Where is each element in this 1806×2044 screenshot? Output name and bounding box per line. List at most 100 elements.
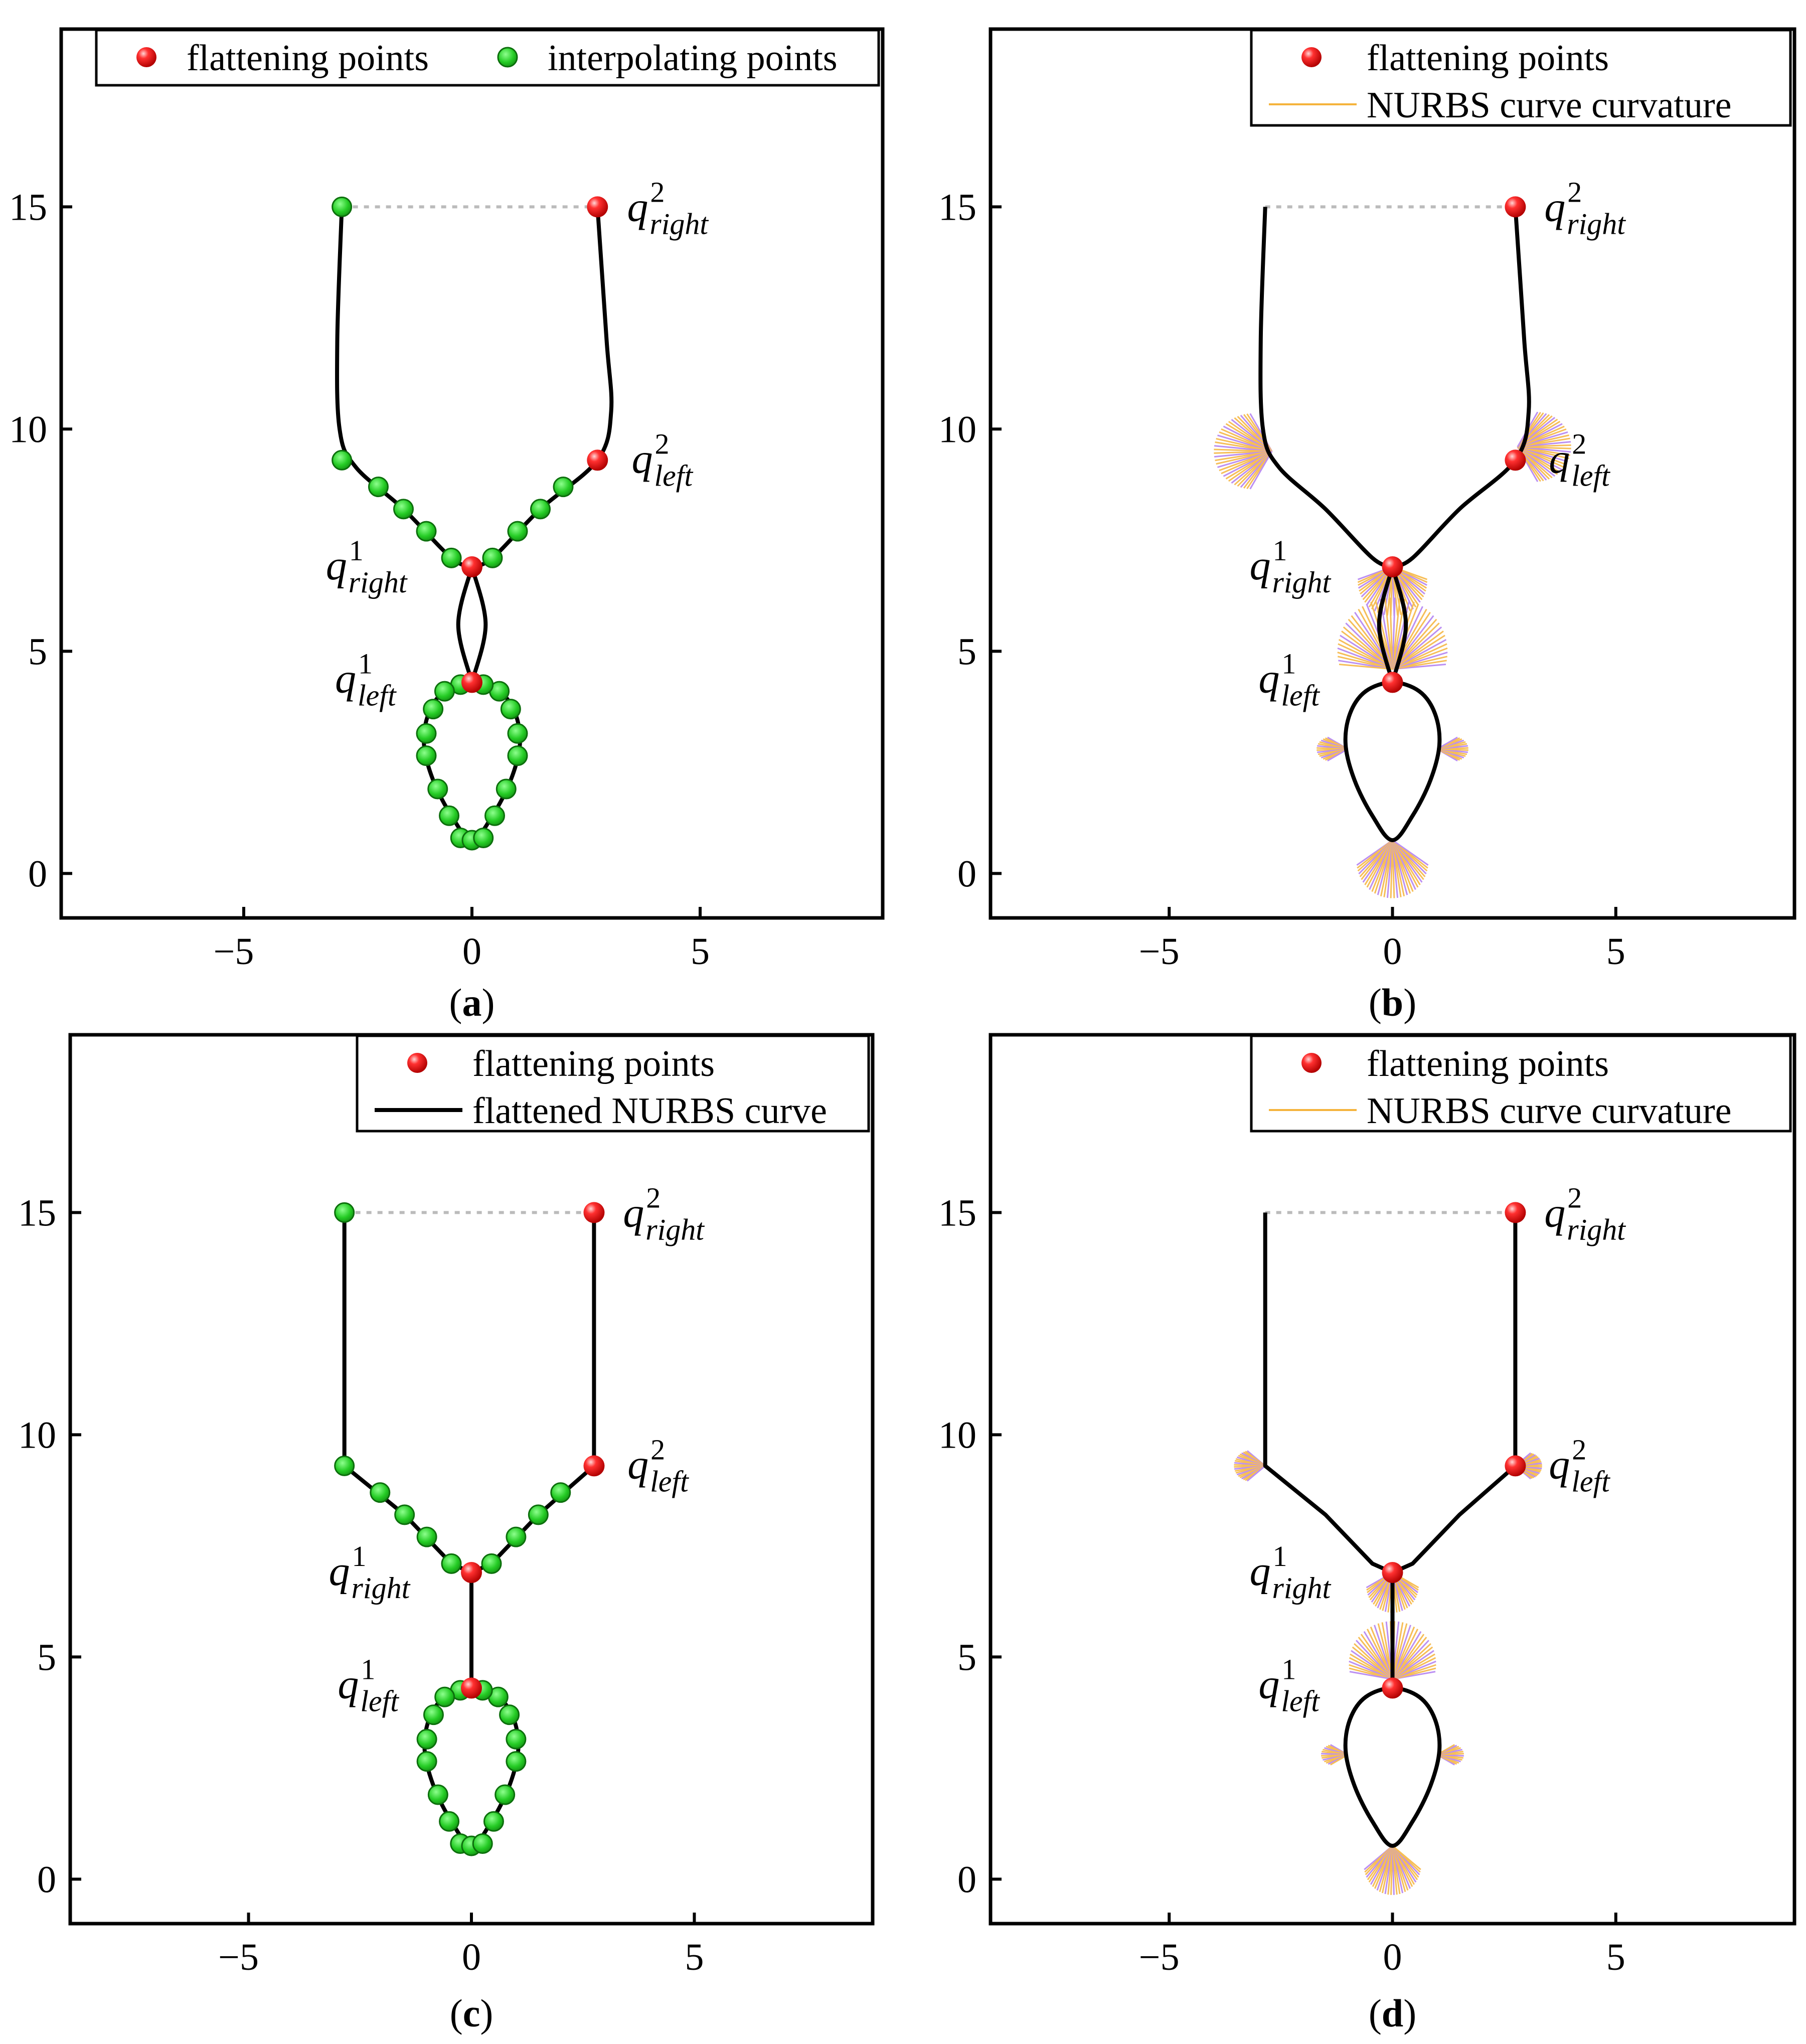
legend-entry: flattening points xyxy=(1367,38,1609,79)
nurbs-curve xyxy=(471,207,614,569)
interpolating-point xyxy=(506,1526,527,1547)
nurbs-curve xyxy=(1377,566,1395,683)
curvature-comb xyxy=(1234,1450,1542,1895)
x-tick-label: −5 xyxy=(214,930,254,973)
nurbs-curve xyxy=(456,566,474,683)
x-tick-label: 0 xyxy=(462,930,481,973)
point-label-q_right1: q1 right xyxy=(1250,534,1332,599)
legend: flattening points interpolating points xyxy=(95,29,880,87)
x-tick-label: 5 xyxy=(691,930,710,973)
point-label-q_left2: q2 left xyxy=(627,1433,689,1498)
interpolating-point xyxy=(530,499,551,520)
flattening-point xyxy=(587,449,608,471)
panel-label: (c) xyxy=(450,1991,494,2035)
interpolating-point xyxy=(368,477,389,498)
legend-marker-flatten xyxy=(1301,47,1322,67)
legend-marker-flatten xyxy=(407,1053,427,1073)
flattening-point xyxy=(461,556,482,578)
point-label-q_left1: q1 left xyxy=(1258,1653,1320,1717)
y-tick-label: 5 xyxy=(28,631,47,673)
flattening-point xyxy=(461,1677,482,1699)
panel-c: −5 0 5 0 5 10 15 q2 right q2 left q1 right q1 left flat… xyxy=(18,1033,875,2035)
nurbs-curve xyxy=(470,566,488,683)
x-tick-label: 5 xyxy=(1606,1936,1625,1978)
point-label-q_right1: q1 right xyxy=(326,534,408,599)
legend-box xyxy=(356,1034,870,1133)
interpolating-point xyxy=(416,723,437,744)
interpolating-point xyxy=(423,1704,444,1725)
y-tick-label: 5 xyxy=(957,631,976,673)
nurbs-curve xyxy=(1343,1686,1442,1848)
legend-box xyxy=(1250,1034,1792,1133)
flattening-point xyxy=(583,1202,605,1223)
point-label-q_right1: q1 right xyxy=(1250,1540,1332,1605)
legend-entry: flattened NURBS curve xyxy=(472,1090,827,1132)
interpolating-point xyxy=(499,1704,520,1725)
interpolating-point xyxy=(550,1482,571,1503)
curvature-ray xyxy=(1392,839,1429,866)
y-tick-label: 5 xyxy=(37,1636,56,1678)
y-tick-label: 0 xyxy=(957,1858,976,1901)
interpolating-point xyxy=(334,1202,355,1223)
panel-a: −5 0 5 0 5 10 15 q2 right q2 left q1 right q1 left flat… xyxy=(9,27,885,1024)
curvature-ray xyxy=(1249,450,1273,490)
flattening-point xyxy=(461,1562,482,1584)
legend-entry: flattening points xyxy=(187,38,429,79)
interpolating-point xyxy=(495,1784,516,1805)
x-tick-label: 0 xyxy=(1383,1936,1402,1978)
flattening-point xyxy=(1382,1562,1403,1584)
point-label-q_left1: q1 left xyxy=(1258,647,1320,712)
flattening-point xyxy=(1382,672,1403,693)
curvature-ray xyxy=(1384,598,1393,669)
flattening-point xyxy=(583,1455,605,1477)
x-tick-label: −5 xyxy=(218,1936,259,1978)
interpolating-point xyxy=(472,1833,493,1854)
y-tick-label: 15 xyxy=(18,1192,56,1234)
axes-frame xyxy=(68,1033,875,1926)
x-tick-label: 0 xyxy=(1383,930,1402,973)
legend: flattening points flattened NURBS curve xyxy=(356,1034,870,1133)
nurbs-curve xyxy=(1390,566,1408,683)
point-label-q_right2: q2 right xyxy=(627,176,709,240)
point-label-q_left1: q1 left xyxy=(338,1653,399,1717)
legend-box xyxy=(95,29,880,87)
point-label-q_right2: q2 right xyxy=(623,1181,705,1246)
panel-b: −5 0 5 0 5 10 15 q2 right q2 left q1 right q1 left flat… xyxy=(938,27,1796,1024)
interpolating-point xyxy=(332,449,353,470)
interpolating-point xyxy=(507,521,528,542)
interpolating-point xyxy=(416,1728,437,1750)
curvature-ray xyxy=(1392,597,1396,669)
axes-frame xyxy=(989,27,1796,920)
legend-entry: interpolating points xyxy=(548,38,838,79)
flattening-point xyxy=(1382,1677,1403,1699)
panel-label: (d) xyxy=(1369,1991,1416,2035)
legend-box xyxy=(1250,29,1792,127)
flattening-point xyxy=(1505,449,1526,471)
interpolating-point xyxy=(416,745,437,766)
interpolating-point xyxy=(473,828,494,849)
interpolating-point xyxy=(484,805,505,826)
legend-entry: NURBS curve curvature xyxy=(1367,85,1731,126)
nurbs-curve xyxy=(1343,680,1442,842)
y-tick-label: 15 xyxy=(938,186,976,228)
x-tick-label: −5 xyxy=(1139,930,1180,973)
flattening-point xyxy=(1505,1455,1526,1477)
y-tick-label: 10 xyxy=(938,1414,976,1456)
y-tick-label: 10 xyxy=(9,408,47,450)
legend-entry: flattening points xyxy=(472,1043,715,1084)
y-tick-label: 5 xyxy=(957,1636,976,1678)
interpolating-point xyxy=(332,196,353,217)
interpolating-point xyxy=(441,1553,462,1574)
x-tick-label: 0 xyxy=(462,1936,481,1978)
axes-frame xyxy=(989,1033,1796,1926)
interpolating-point xyxy=(434,681,455,702)
interpolating-point xyxy=(427,1784,448,1805)
nurbs-curve xyxy=(1263,1212,1394,1575)
point-label-q_left2: q2 left xyxy=(1549,1433,1610,1498)
y-tick-label: 10 xyxy=(18,1414,56,1456)
panel-label: (b) xyxy=(1369,981,1416,1024)
interpolating-point xyxy=(506,1728,527,1750)
curvature-ray xyxy=(1392,598,1401,669)
panel-d: −5 0 5 0 5 10 15 q2 right q2 left q1 right q1 left flat… xyxy=(938,1033,1796,2035)
